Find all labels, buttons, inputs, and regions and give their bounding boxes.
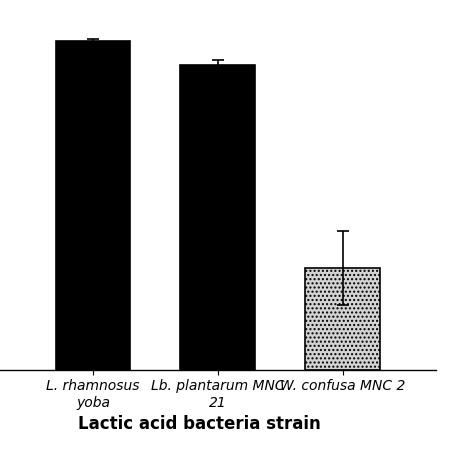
Bar xyxy=(305,268,380,370)
Bar xyxy=(55,41,130,370)
X-axis label: Lactic acid bacteria strain: Lactic acid bacteria strain xyxy=(78,415,320,433)
Bar xyxy=(181,65,255,370)
